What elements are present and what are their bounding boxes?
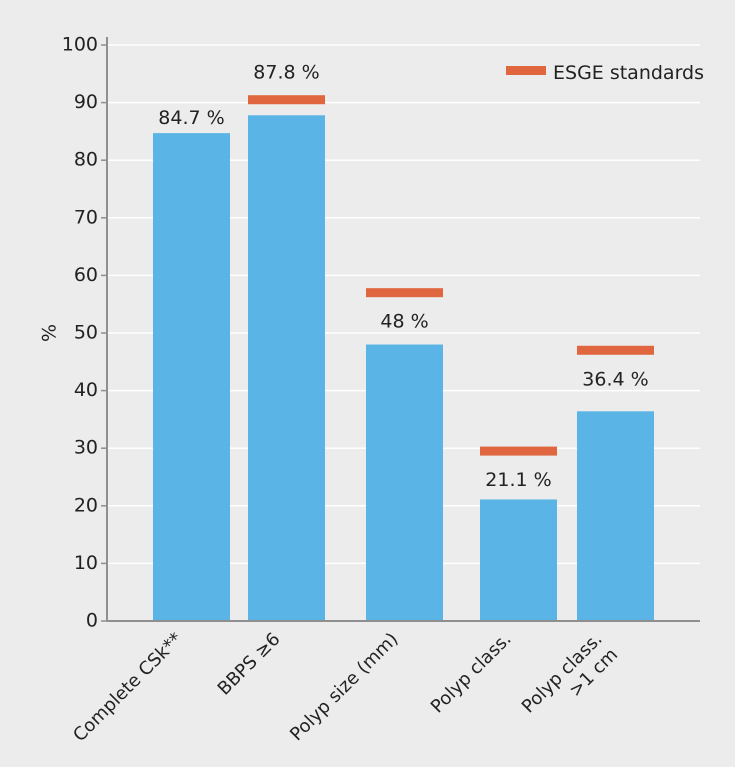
y-axis-label: %: [39, 324, 61, 342]
bar: [248, 115, 325, 621]
y-tick-label: 40: [74, 379, 98, 401]
bar: [366, 344, 443, 621]
category-label: Polyp size (mm): [286, 629, 403, 746]
y-tick-label: 0: [86, 610, 98, 632]
legend: ESGE standards: [506, 62, 704, 84]
bar: [153, 133, 230, 622]
data-label: 36.4 %: [582, 368, 648, 390]
esge-standard-marker: [248, 95, 325, 105]
data-label: 87.8 %: [253, 62, 319, 84]
y-tick-label: 20: [74, 494, 98, 516]
category-label-line: Polyp class.: [427, 629, 516, 718]
esge-standard-marker: [577, 345, 654, 355]
esge-standard-markers: [248, 95, 654, 456]
legend-label: ESGE standards: [553, 62, 704, 84]
category-label: Polyp class.>1 cm: [518, 629, 622, 718]
esge-standard-marker: [366, 288, 443, 298]
category-label-line: Polyp size (mm): [286, 629, 403, 746]
data-label: 21.1 %: [485, 469, 551, 491]
esge-standard-marker: [480, 446, 557, 456]
y-tick-label: 30: [74, 437, 98, 459]
bar: [577, 411, 654, 621]
category-label: Complete CSk**: [69, 629, 186, 746]
data-label: 48 %: [380, 311, 428, 333]
y-tick-label: 10: [74, 552, 98, 574]
legend-swatch: [506, 66, 546, 75]
y-tick-label: 100: [62, 34, 98, 56]
category-label: BBPS ≥6: [214, 629, 285, 700]
y-tick-label: 80: [74, 149, 98, 171]
category-label: Polyp class.: [427, 629, 516, 718]
category-label-line: BBPS ≥6: [214, 629, 285, 700]
bars: [153, 115, 654, 622]
axes: [106, 37, 700, 622]
category-label-line: Complete CSk**: [69, 629, 186, 746]
y-axis-ticks: 0 10 20 30 40 50 60 70 80 90 100: [62, 34, 107, 632]
bar: [480, 499, 557, 621]
y-tick-label: 60: [74, 264, 98, 286]
data-labels: 84.7 % 87.8 % 48 % 21.1 % 36.4 %: [158, 62, 648, 491]
y-tick-label: 50: [74, 322, 98, 344]
category-labels: Complete CSk** BBPS ≥6 Polyp size (mm) Poly…: [69, 629, 622, 746]
y-tick-label: 90: [74, 91, 98, 113]
data-label: 84.7 %: [158, 107, 224, 129]
y-tick-label: 70: [74, 206, 98, 228]
